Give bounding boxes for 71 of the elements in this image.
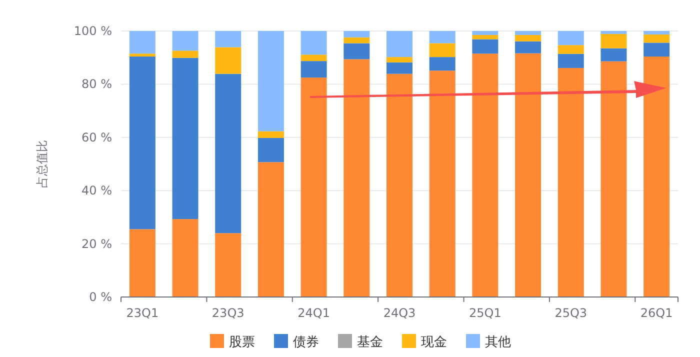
bar <box>344 43 370 60</box>
y-tick-label: 60 % <box>82 130 112 144</box>
legend-label: 股票 <box>229 335 255 350</box>
y-tick-label: 80 % <box>82 77 112 92</box>
bar <box>644 31 670 34</box>
bar <box>515 53 542 297</box>
x-tick-label: 24Q1 <box>298 306 330 320</box>
bar <box>386 31 412 58</box>
x-tick-label: 25Q3 <box>554 306 588 320</box>
bar <box>129 56 156 230</box>
bar <box>386 74 412 297</box>
legend-label: 现金 <box>421 335 447 350</box>
y-tick-label: 0 % <box>89 290 112 304</box>
bar <box>644 34 670 43</box>
bar <box>258 138 284 162</box>
bar <box>429 31 456 44</box>
bar <box>344 37 370 44</box>
bar <box>472 39 498 54</box>
x-tick-label: 25Q1 <box>469 306 502 320</box>
bar <box>172 219 198 297</box>
bar <box>429 57 456 71</box>
bar <box>472 34 498 40</box>
x-tick-label: 24Q3 <box>383 306 416 320</box>
y-axis-title: 占总值比 <box>35 140 49 188</box>
bar <box>300 31 327 55</box>
bar <box>172 58 198 220</box>
legend-label: 基金 <box>357 335 383 350</box>
bar <box>215 31 242 48</box>
bar <box>515 41 542 54</box>
bar <box>215 233 242 297</box>
bar <box>129 54 156 57</box>
bar <box>172 31 198 51</box>
bar <box>300 61 327 78</box>
bar <box>386 57 412 62</box>
y-tick-label: 40 % <box>82 184 112 198</box>
bar <box>258 31 284 132</box>
bar <box>300 54 327 62</box>
legend-label: 债券 <box>293 335 319 350</box>
bar <box>558 68 584 297</box>
bar <box>386 62 412 74</box>
bar <box>558 45 584 54</box>
bar <box>215 47 242 74</box>
bar <box>644 56 670 297</box>
y-tick-label: 20 % <box>82 236 112 251</box>
bar <box>558 54 584 68</box>
bar <box>258 162 284 297</box>
bar <box>300 78 327 297</box>
bar <box>644 42 670 57</box>
x-tick-label: 23Q3 <box>212 306 244 320</box>
bar <box>344 31 370 38</box>
bar <box>429 43 456 58</box>
bar <box>600 48 627 62</box>
bar <box>515 31 542 35</box>
bar <box>129 31 156 54</box>
bar <box>344 59 370 297</box>
x-tick-label: 26Q1 <box>640 306 673 320</box>
legend-label: 其他 <box>485 335 511 350</box>
bar <box>215 74 242 234</box>
bar <box>600 31 627 34</box>
y-tick-label: 100 % <box>74 24 112 38</box>
bar <box>258 131 284 138</box>
bar <box>600 61 627 297</box>
bar <box>172 50 198 58</box>
bar <box>600 34 627 48</box>
x-tick-label: 23Q1 <box>126 306 159 320</box>
bar <box>472 54 498 297</box>
bar <box>472 31 498 35</box>
bar <box>515 34 542 42</box>
bar <box>129 229 156 297</box>
bar <box>429 70 456 297</box>
bar <box>558 31 584 46</box>
